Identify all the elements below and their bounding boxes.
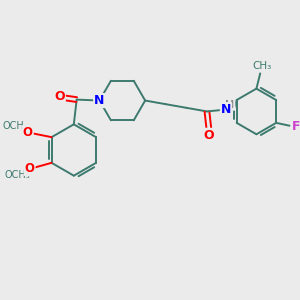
Text: F: F (292, 120, 300, 133)
Text: O: O (204, 129, 214, 142)
Text: O: O (25, 162, 35, 175)
Text: O: O (54, 90, 65, 103)
Text: OCH₃: OCH₃ (4, 170, 30, 180)
Text: CH₃: CH₃ (253, 61, 272, 71)
Text: N: N (94, 94, 105, 107)
Text: OCH₃: OCH₃ (3, 121, 28, 131)
Text: N: N (221, 103, 231, 116)
Text: H: H (225, 100, 234, 110)
Text: O: O (23, 126, 33, 139)
Text: N: N (94, 94, 105, 107)
